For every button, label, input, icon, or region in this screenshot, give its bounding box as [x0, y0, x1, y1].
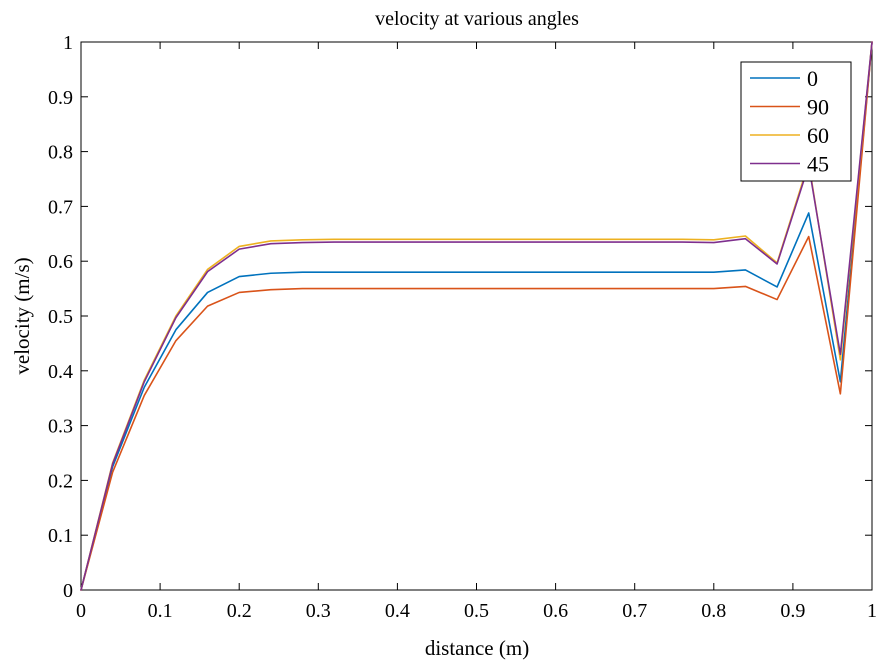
- x-tick-label: 0.3: [306, 600, 331, 622]
- series-line-0: [80, 41, 873, 591]
- y-tick-label: 1: [63, 32, 73, 54]
- y-tick-label: 0.2: [48, 470, 73, 492]
- chart-title: velocity at various angles: [375, 8, 579, 30]
- y-tick-label: 0.4: [48, 361, 73, 383]
- y-tick-label: 0.9: [48, 87, 73, 109]
- x-axis-label: distance (m): [425, 636, 529, 660]
- series-line-60: [80, 41, 873, 591]
- y-axis-label: velocity (m/s): [10, 257, 34, 374]
- x-tick-label: 0.8: [701, 600, 726, 622]
- y-tick-label: 0.3: [48, 416, 73, 438]
- x-tick-label: 0.9: [780, 600, 805, 622]
- y-tick-label: 0.8: [48, 142, 73, 164]
- legend-box: [740, 61, 852, 182]
- y-tick-label: 0: [63, 580, 73, 602]
- legend-label: 90: [807, 95, 829, 120]
- legend-label: 60: [807, 123, 829, 148]
- y-tick-label: 0.5: [48, 306, 73, 328]
- x-tick-label: 0.1: [148, 600, 173, 622]
- y-tick-label: 0.1: [48, 525, 73, 547]
- x-tick-label: 0.2: [227, 600, 252, 622]
- series-line-90: [80, 41, 873, 591]
- legend-label: 0: [807, 66, 818, 91]
- legend: 0 90 60 45: [740, 61, 852, 182]
- plot-area: 0 0.1 0.2 0.3 0.4 0.5 0.6 0.7 0.8 0.9 1 0 0.1 0.2 0.3 0…: [48, 32, 877, 622]
- x-tick-label: 0.6: [543, 600, 568, 622]
- legend-label: 45: [807, 152, 829, 177]
- x-tick-label: 0.4: [385, 600, 410, 622]
- x-tick-label: 0.7: [622, 600, 647, 622]
- x-tick-label: 0: [76, 600, 86, 622]
- y-tick-label: 0.6: [48, 251, 73, 273]
- y-tick-label: 0.7: [48, 196, 73, 218]
- series-line-45: [80, 41, 873, 591]
- axes-box: [80, 41, 873, 591]
- x-tick-label: 0.5: [464, 600, 489, 622]
- x-tick-label: 1: [867, 600, 877, 622]
